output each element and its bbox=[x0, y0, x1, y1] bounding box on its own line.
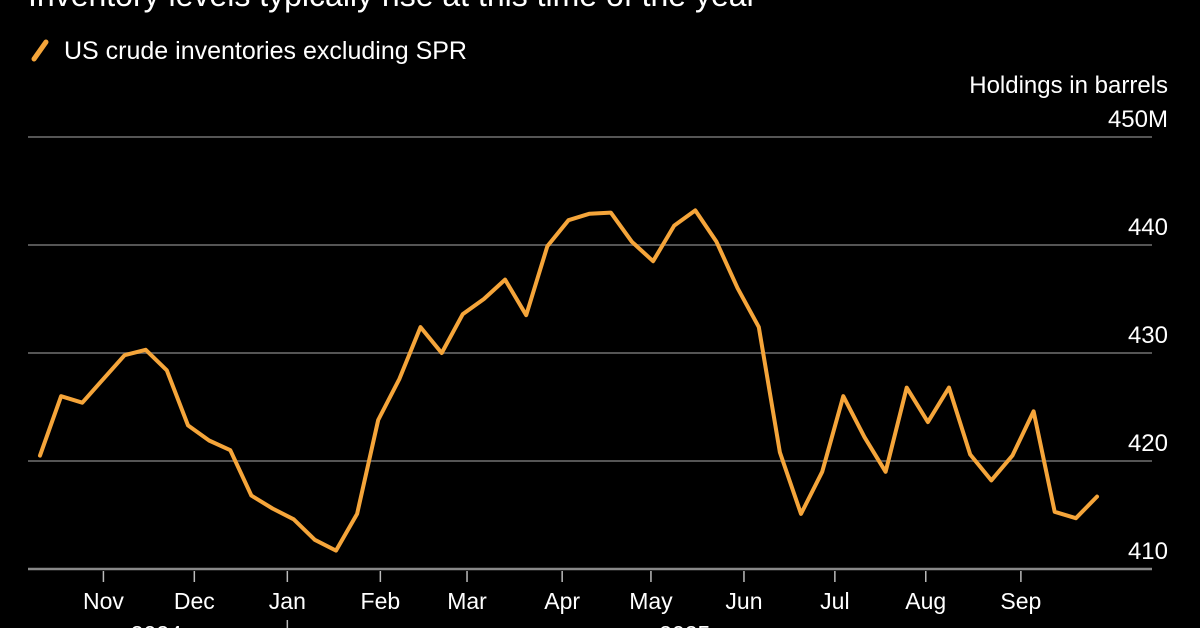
x-tick-label: Nov bbox=[83, 588, 124, 614]
x-tick-label: Jan bbox=[269, 588, 306, 614]
legend-slash-line-icon bbox=[31, 39, 49, 62]
x-tick-label: May bbox=[629, 588, 673, 614]
x-tick-label: Aug bbox=[905, 588, 946, 614]
series-line-us-crude-inventories bbox=[38, 208, 1099, 553]
y-tick-label: 420 bbox=[1128, 430, 1168, 457]
y-axis-label: Holdings in barrels bbox=[969, 72, 1168, 99]
legend-label: US crude inventories excluding SPR bbox=[64, 37, 467, 65]
x-tick-label: Mar bbox=[447, 588, 487, 614]
legend: US crude inventories excluding SPR bbox=[31, 37, 467, 65]
x-tick-label: Jul bbox=[820, 588, 849, 614]
x-tick-label: Dec bbox=[174, 588, 215, 614]
x-tick-label: Sep bbox=[1000, 588, 1041, 614]
year-label: 2025 bbox=[659, 621, 710, 628]
x-tick-label: Jun bbox=[725, 588, 762, 614]
x-tick-label: Feb bbox=[361, 588, 401, 614]
y-tick-label: 440 bbox=[1128, 214, 1168, 241]
y-tick-label: 450M bbox=[1108, 106, 1168, 133]
year-label: 2024 bbox=[131, 621, 182, 628]
y-tick-label: 410 bbox=[1128, 538, 1168, 565]
y-tick-label: 430 bbox=[1128, 322, 1168, 349]
chart-title: Inventory levels typically rise at this … bbox=[28, 0, 758, 13]
x-tick-label: Apr bbox=[544, 588, 580, 614]
